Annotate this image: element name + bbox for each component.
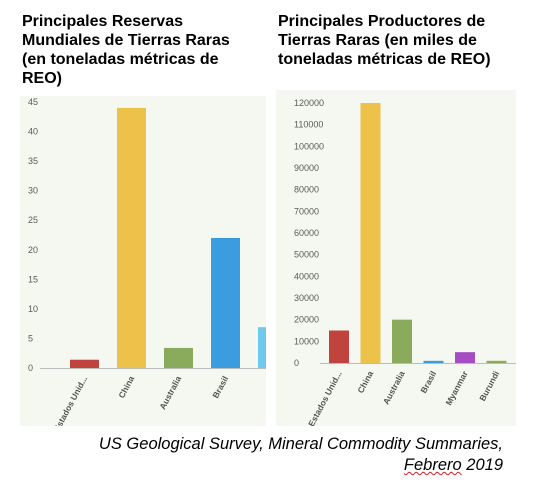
producers-y-tick-label: 50000 — [294, 250, 319, 260]
reserves-y-tick-label: 40 — [28, 127, 38, 137]
reserves-category-label: In — [265, 374, 266, 385]
reserves-chart-svg: 0 5 10 15 20 25 30 35 40 45 Estados Unid... China Au… — [28, 97, 266, 426]
source-citation-line2: Febrero 2019 — [404, 455, 503, 476]
reserves-bar-3 — [164, 347, 193, 368]
reserves-bar-2 — [117, 107, 146, 369]
producers-bar-6 — [486, 360, 507, 363]
producers-y-tick-label: 100000 — [294, 141, 324, 151]
reserves-y-tick-label: 10 — [28, 304, 38, 314]
reserves-y-tick-label: 15 — [28, 274, 38, 284]
producers-chart: 0 10000 20000 30000 40000 50000 60000 70000 8000… — [276, 90, 516, 426]
producers-bar-3 — [392, 319, 412, 363]
reserves-category-label: Australia — [157, 374, 183, 411]
reserves-y-tick-label: 30 — [28, 186, 38, 196]
producers-category-label: Brasil — [418, 369, 438, 395]
producers-y-tick-label: 60000 — [294, 228, 319, 238]
reserves-y-tick-label: 35 — [28, 156, 38, 166]
producers-category-label: Myanmar — [443, 369, 470, 407]
producers-y-tick-label: 30000 — [294, 293, 319, 303]
producers-category-label: Australia — [381, 369, 407, 406]
producers-y-tick-label: 0 — [294, 358, 299, 368]
reserves-y-tick-label: 20 — [28, 245, 38, 255]
producers-y-tick-label: 120000 — [294, 98, 324, 108]
reserves-bar-5 — [258, 327, 266, 368]
producers-category-label: China — [355, 369, 375, 395]
source-month: Febrero — [403, 456, 462, 474]
producers-category-label: Estados Unid... — [306, 369, 344, 426]
reserves-y-tick-label: 5 — [28, 333, 33, 343]
producers-y-tick-label: 40000 — [294, 271, 319, 281]
reserves-y-tick-label: 0 — [28, 363, 33, 373]
producers-y-tick-label: 70000 — [294, 206, 319, 216]
producers-category-label: Burundi — [477, 369, 501, 402]
reserves-y-tick-label: 45 — [28, 97, 38, 107]
source-year: 2019 — [461, 456, 503, 474]
producers-y-tick-label: 80000 — [294, 185, 319, 195]
reserves-chart-title: Principales Reservas Mundiales de Tierra… — [22, 13, 230, 87]
producers-bar-1 — [329, 330, 349, 363]
reserves-category-label: China — [116, 374, 136, 400]
producers-y-tick-label: 90000 — [294, 163, 319, 173]
producers-bar-2 — [360, 103, 381, 363]
source-citation-line1: US Geological Survey, Mineral Commodity … — [98, 435, 503, 453]
reserves-chart: 0 5 10 15 20 25 30 35 40 45 Estados Unid... China Au… — [20, 96, 266, 426]
producers-bar-5 — [455, 352, 475, 363]
producers-y-tick-label: 110000 — [294, 120, 323, 130]
reserves-bar-1 — [70, 359, 99, 368]
reserves-y-tick-label: 25 — [28, 215, 38, 225]
producers-y-tick-label: 20000 — [294, 315, 319, 325]
producers-chart-svg: 0 10000 20000 30000 40000 50000 60000 70000 8000… — [294, 98, 516, 426]
producers-chart-title: Principales Productores de Tierras Raras… — [278, 13, 491, 68]
reserves-category-label: Brasil — [210, 374, 230, 400]
producers-y-tick-label: 10000 — [294, 336, 319, 346]
reserves-category-label: Estados Unid... — [52, 374, 90, 426]
producers-bar-4 — [423, 360, 444, 363]
reserves-bar-4 — [211, 237, 240, 368]
